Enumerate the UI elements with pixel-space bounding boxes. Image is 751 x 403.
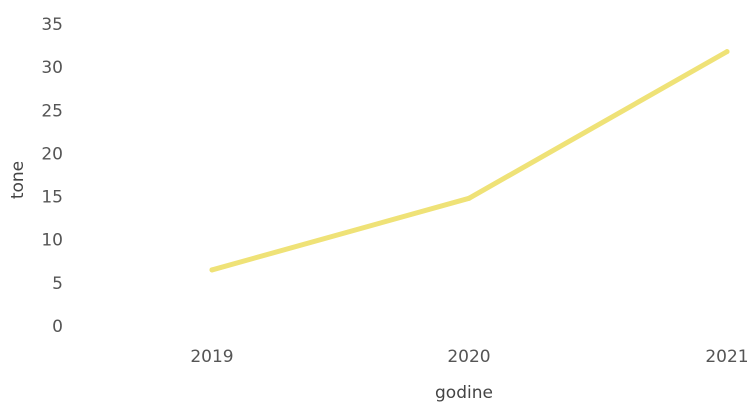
data-point bbox=[209, 267, 215, 273]
y-tick-label: 30 bbox=[41, 58, 63, 78]
x-tick-label: 2019 bbox=[190, 347, 233, 367]
plot-area bbox=[209, 49, 730, 273]
x-tick-label: 2020 bbox=[447, 347, 490, 367]
x-axis-ticks: 2019 2020 2021 bbox=[190, 347, 748, 367]
data-point bbox=[466, 195, 472, 201]
data-point bbox=[724, 49, 730, 55]
x-tick-label: 2021 bbox=[705, 347, 748, 367]
y-axis-ticks: 0 5 10 15 20 25 30 35 bbox=[41, 15, 63, 337]
x-axis-title: godine bbox=[435, 383, 493, 403]
y-tick-label: 15 bbox=[41, 188, 63, 208]
y-axis-title: tone bbox=[8, 161, 28, 199]
y-tick-label: 20 bbox=[41, 144, 63, 164]
y-tick-label: 0 bbox=[52, 317, 63, 337]
y-tick-label: 10 bbox=[41, 231, 63, 251]
y-tick-label: 5 bbox=[52, 274, 63, 294]
y-tick-label: 35 bbox=[41, 15, 63, 35]
series-line bbox=[209, 49, 730, 273]
y-tick-label: 25 bbox=[41, 101, 63, 121]
